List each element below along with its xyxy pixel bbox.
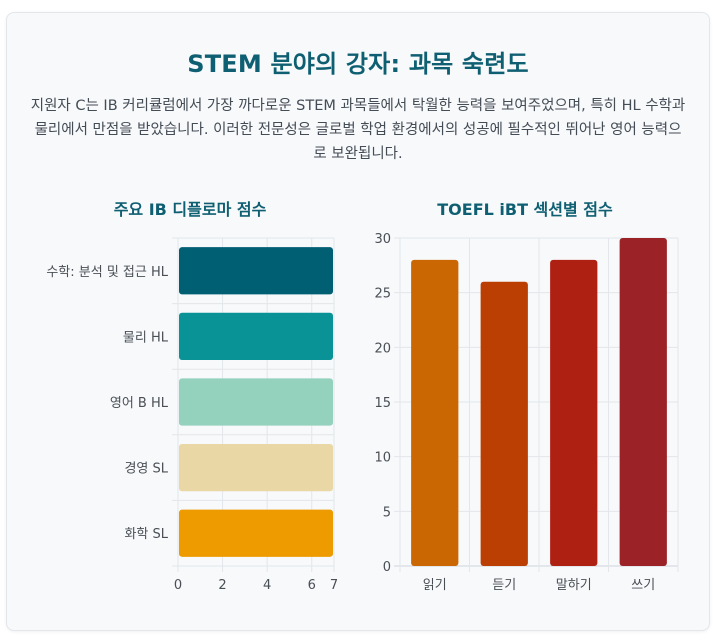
ib-category-label: 수학: 분석 및 접근 HL: [46, 265, 168, 280]
toefl-bar: [619, 238, 667, 566]
toefl-y-tick-label: 30: [374, 232, 391, 247]
toefl-category-label: 쓰기: [631, 578, 655, 593]
ib-category-label: 경영 SL: [124, 462, 168, 477]
ib-category-label: 물리 HL: [123, 330, 169, 345]
toefl-y-tick-label: 20: [374, 341, 391, 356]
ib-category-label: 화학 SL: [124, 527, 168, 542]
ib-x-tick-label: 0: [174, 578, 182, 593]
toefl-chart-title: TOEFL iBT 섹션별 점수: [437, 200, 613, 219]
ib-bar: [179, 443, 333, 492]
toefl-category-label: 말하기: [556, 578, 592, 593]
toefl-y-tick-label: 5: [383, 505, 391, 520]
page-title: STEM 분야의 강자: 과목 숙련도: [187, 50, 529, 78]
toefl-y-tick-label: 15: [374, 396, 391, 411]
toefl-bar: [480, 281, 528, 566]
ib-x-tick-label: 6: [308, 578, 316, 593]
toefl-y-tick-label: 25: [374, 287, 391, 302]
ib-x-tick-label: 7: [330, 578, 338, 593]
toefl-category-label: 읽기: [423, 578, 447, 593]
ib-chart-title: 주요 IB 디플로마 점수: [113, 200, 267, 219]
toefl-bar: [550, 259, 598, 566]
ib-x-tick-label: 2: [218, 578, 226, 593]
ib-category-label: 영어 B HL: [110, 396, 169, 411]
toefl-y-tick-label: 0: [383, 560, 391, 575]
toefl-bar: [411, 259, 459, 566]
ib-x-tick-label: 4: [263, 578, 271, 593]
ib-bar: [179, 378, 333, 426]
ib-bar: [179, 247, 333, 295]
page-description: 지원자 C는 IB 커리큘럼에서 가장 까다로운 STEM 과목들에서 탁월한 …: [30, 98, 686, 162]
toefl-y-tick-label: 10: [374, 451, 391, 466]
toefl-category-label: 듣기: [492, 578, 516, 593]
ib-bar: [179, 509, 333, 557]
ib-bar: [179, 312, 333, 361]
